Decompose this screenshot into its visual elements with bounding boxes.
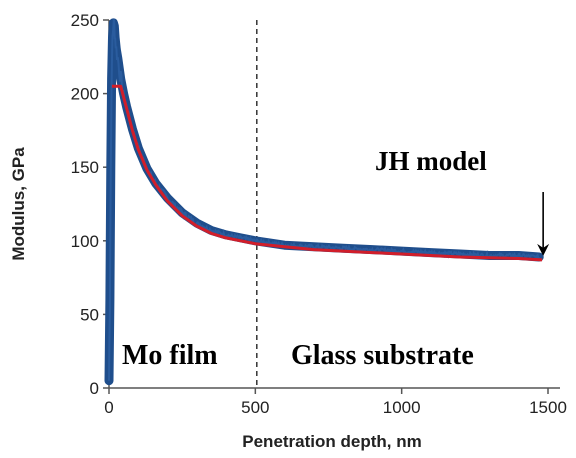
glass-substrate-label: Glass substrate: [291, 340, 474, 371]
x-axis-title: Penetration depth, nm: [242, 432, 421, 451]
x-tick-label: 1500: [529, 398, 567, 417]
mo-film-label: Mo film: [122, 340, 218, 371]
y-tick-label: 150: [71, 158, 99, 177]
y-ticks: 0 50 100 150 200 250: [71, 11, 109, 398]
x-ticks: 0 500 1000 1500: [104, 388, 567, 417]
y-tick-label: 50: [80, 305, 99, 324]
x-tick-label: 500: [241, 398, 269, 417]
y-tick-label: 0: [90, 379, 99, 398]
y-tick-label: 200: [71, 85, 99, 104]
jh-model-series: [111, 84, 543, 262]
y-tick-label: 100: [71, 232, 99, 251]
y-axis-title: Modulus, GPa: [9, 147, 28, 261]
arrow-head: [537, 243, 550, 256]
jh-model-label: JH model: [375, 146, 487, 176]
y-tick-label: 250: [71, 11, 99, 30]
x-tick-label: 0: [104, 398, 113, 417]
x-tick-label: 1000: [383, 398, 421, 417]
